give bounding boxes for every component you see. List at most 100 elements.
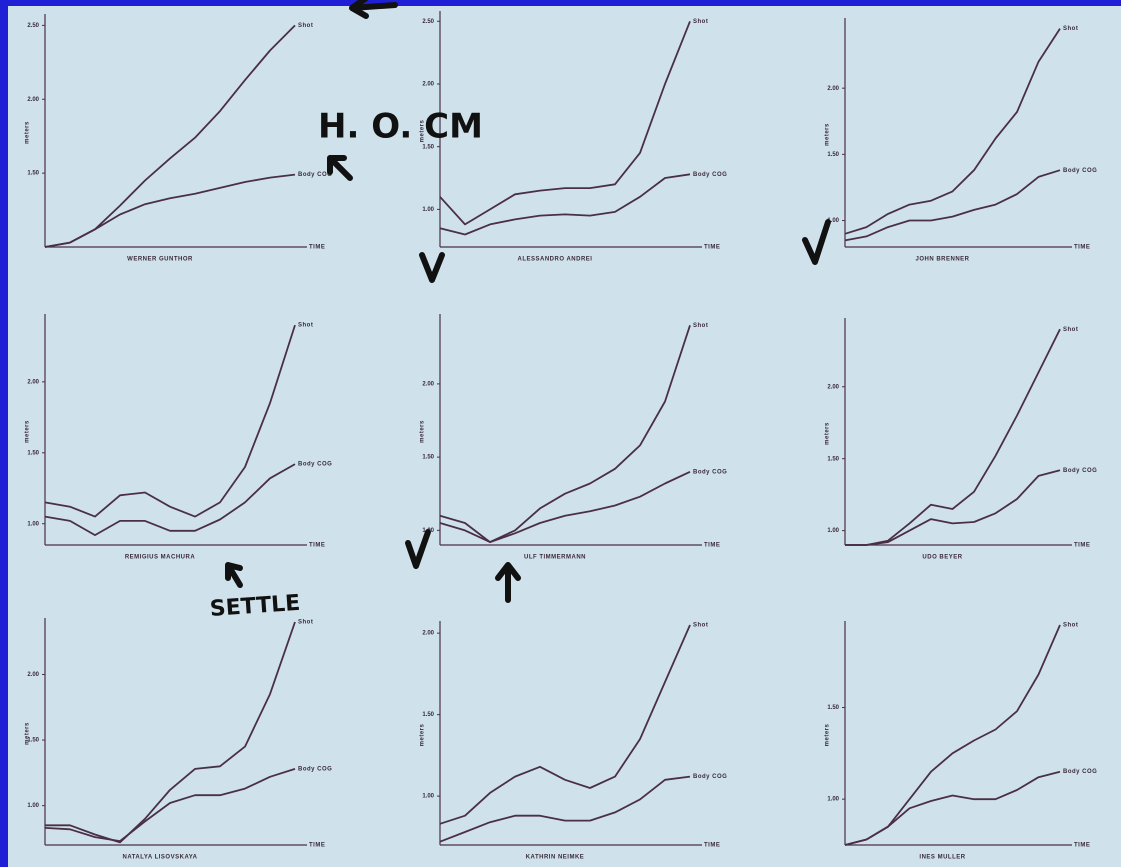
chart: 1.00 1.50 2.00 2.50 meters TIME ALESSANDRO AND… bbox=[420, 11, 727, 263]
y-axis-label: meters bbox=[825, 422, 831, 445]
series-label: Body COG bbox=[298, 172, 332, 178]
chart-title: JOHN BRENNER bbox=[915, 257, 969, 263]
series-label: Shot bbox=[693, 19, 708, 25]
chart-title: REMIGIUS MACHURA bbox=[125, 555, 195, 561]
arrow bbox=[225, 562, 243, 588]
paper bbox=[8, 6, 1121, 867]
y-tick-label: 1.00 bbox=[27, 803, 39, 809]
check bbox=[419, 252, 445, 283]
line-series bbox=[44, 324, 296, 518]
y-tick-label: 1.00 bbox=[422, 207, 434, 213]
y-tick-label: 2.00 bbox=[27, 379, 39, 385]
y-axis-label: meters bbox=[420, 724, 426, 747]
arrow bbox=[495, 562, 521, 603]
arrow bbox=[349, 0, 398, 19]
chart: 1.00 1.50 2.00 meters TIME KATHRIN NEIMKE Shot… bbox=[420, 621, 727, 861]
line-series bbox=[44, 173, 296, 248]
series-label: Shot bbox=[298, 23, 313, 29]
series-label: Body COG bbox=[298, 766, 332, 772]
y-axis-label: meters bbox=[25, 420, 31, 443]
chart-title: WERNER GUNTHOR bbox=[127, 257, 193, 263]
line-series bbox=[439, 173, 691, 236]
x-axis-label: TIME bbox=[704, 843, 720, 849]
series-label: Body COG bbox=[693, 469, 727, 475]
y-tick-label: 1.00 bbox=[27, 521, 39, 527]
series-label: Body COG bbox=[1063, 769, 1097, 775]
charts: 1.50 2.00 2.50 meters TIME WERNER GUNTHOR Shot… bbox=[25, 11, 1097, 861]
y-tick-label: 1.00 bbox=[422, 794, 434, 800]
y-axis-label: meters bbox=[825, 724, 831, 747]
y-tick-label: 1.50 bbox=[27, 450, 39, 456]
series-label: Shot bbox=[298, 620, 313, 626]
y-axis-label: meters bbox=[25, 121, 31, 144]
check bbox=[405, 529, 431, 569]
line-series bbox=[439, 470, 691, 543]
x-axis-label: TIME bbox=[309, 543, 325, 549]
line-series bbox=[45, 621, 296, 844]
series-label: Body COG bbox=[298, 462, 332, 468]
y-tick-label: 2.00 bbox=[827, 86, 839, 92]
chart: 1.00 1.50 meters TIME INES MULLER Shot Body CO… bbox=[825, 621, 1097, 861]
y-tick-label: 2.00 bbox=[422, 82, 434, 88]
chart-title: NATALYA LISOVSKAYA bbox=[122, 855, 197, 861]
chart-title: ULF TIMMERMANN bbox=[524, 555, 586, 561]
arrow bbox=[327, 155, 353, 181]
handwriting bbox=[225, 0, 831, 603]
y-tick-label: 1.00 bbox=[827, 797, 839, 803]
x-axis-label: TIME bbox=[309, 245, 325, 251]
line-series bbox=[439, 20, 691, 226]
y-tick-label: 1.00 bbox=[827, 528, 839, 534]
chart-title: INES MULLER bbox=[919, 855, 965, 861]
series-label: Body COG bbox=[1063, 168, 1097, 174]
series-label: Shot bbox=[298, 323, 313, 329]
line-series bbox=[439, 325, 691, 543]
y-tick-label: 1.50 bbox=[827, 152, 839, 158]
y-axis-label: meters bbox=[825, 123, 831, 146]
x-axis-label: TIME bbox=[1074, 245, 1090, 251]
annotation: H. O. CM bbox=[318, 107, 483, 147]
y-tick-label: 2.50 bbox=[27, 23, 39, 29]
series-label: Shot bbox=[1063, 327, 1078, 333]
y-tick-label: 1.50 bbox=[422, 455, 434, 461]
chart: 1.00 1.50 2.00 meters TIME UDO BEYER Shot Body … bbox=[825, 318, 1097, 561]
y-tick-label: 1.00 bbox=[827, 218, 839, 224]
y-axis-label: meters bbox=[25, 722, 31, 745]
y-axis-label: meters bbox=[420, 420, 426, 443]
series-label: Shot bbox=[1063, 26, 1078, 32]
series-label: Shot bbox=[693, 323, 708, 329]
y-tick-label: 1.50 bbox=[27, 738, 39, 744]
chart: 1.50 2.00 2.50 meters TIME WERNER GUNTHOR Shot… bbox=[25, 14, 332, 263]
x-axis-label: TIME bbox=[309, 843, 325, 849]
chart-title: UDO BEYER bbox=[922, 555, 962, 561]
y-tick-label: 2.00 bbox=[27, 97, 39, 103]
check bbox=[802, 219, 831, 265]
y-tick-label: 2.00 bbox=[422, 381, 434, 387]
x-axis-label: TIME bbox=[1074, 843, 1090, 849]
line-series bbox=[44, 463, 296, 536]
x-axis-label: TIME bbox=[704, 245, 720, 251]
y-tick-label: 1.50 bbox=[27, 171, 39, 177]
series-label: Shot bbox=[693, 623, 708, 629]
series-label: Body COG bbox=[693, 774, 727, 780]
y-tick-label: 2.00 bbox=[827, 384, 839, 390]
series-label: Body COG bbox=[1063, 468, 1097, 474]
chart: 1.00 1.50 2.00 meters TIME NATALYA LISOVSKAYA… bbox=[25, 618, 332, 861]
y-tick-label: 1.50 bbox=[827, 705, 839, 711]
series-label: Body COG bbox=[693, 172, 727, 178]
y-tick-label: 2.00 bbox=[422, 631, 434, 637]
chart-title: KATHRIN NEIMKE bbox=[526, 855, 585, 861]
line-series bbox=[844, 169, 1061, 242]
x-axis-label: TIME bbox=[704, 543, 720, 549]
y-tick-label: 2.00 bbox=[27, 672, 39, 678]
line-series bbox=[44, 768, 296, 842]
series-label: Shot bbox=[1063, 623, 1078, 629]
line-series bbox=[845, 328, 1061, 546]
line-series bbox=[439, 624, 691, 825]
y-tick-label: 1.50 bbox=[422, 144, 434, 150]
y-tick-label: 2.50 bbox=[422, 19, 434, 25]
y-axis-label: meters bbox=[420, 120, 426, 143]
line-series bbox=[439, 775, 691, 843]
chart: 1.00 1.50 2.00 meters TIME JOHN BRENNER Shot Bo… bbox=[825, 18, 1097, 263]
